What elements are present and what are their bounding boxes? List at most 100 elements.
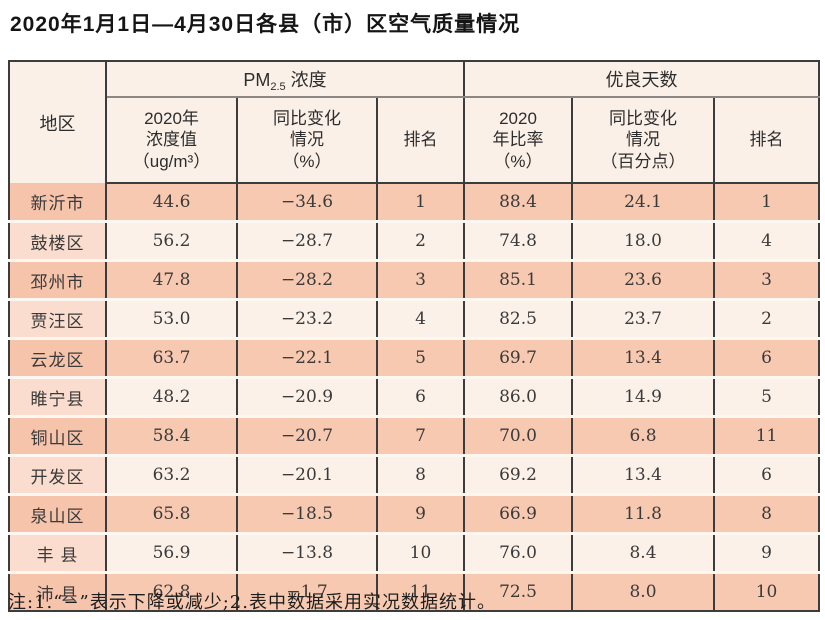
value-cell: 14.9 [571,376,715,417]
value-cell: −20.7 [236,415,378,456]
value-cell: 1 [376,183,465,222]
value-cell: −20.1 [236,454,378,495]
header-pm25-rank: 排名 [376,97,465,184]
value-cell: 11 [376,571,465,611]
value-cell: 44.6 [105,183,238,222]
region-cell: 邳州市 [8,259,107,300]
value-cell: 10 [376,532,465,573]
header-pm25-value: 2020年 浓度值 （ug/m³） [105,97,238,184]
value-cell: 6 [376,376,465,417]
region-cell: 泉山区 [8,493,107,534]
value-cell: 6 [712,337,821,378]
value-cell: 13.4 [571,454,715,495]
value-cell: 1 [712,183,821,222]
table-row: 丰 县 56.9 −13.8 10 76.0 8.4 9 [8,532,821,573]
table-row: 沛 县 62.8 −1.7 11 72.5 8.0 10 [8,571,821,611]
header-group-row: 地区 PM2.5 浓度 优良天数 [8,61,821,183]
value-cell: 3 [376,259,465,300]
region-cell: 睢宁县 [8,376,107,417]
header-pm25-change: 同比变化 情况 （%） [236,97,378,184]
value-cell: 63.2 [105,454,238,495]
value-cell: 56.2 [105,220,238,261]
value-cell: 2 [376,220,465,261]
value-cell: 62.8 [105,571,238,611]
pm25-label: PM [243,69,271,90]
region-cell: 开发区 [8,454,107,495]
value-cell: 48.2 [105,376,238,417]
value-cell: 5 [712,376,821,417]
table-body: 新沂市 44.6 −34.6 1 88.4 24.1 1 鼓楼区 56.2 −28.7 2 74.8 1… [8,183,821,611]
value-cell: 8 [712,493,821,534]
header-gooddays-change: 同比变化 情况 （百分点） [571,97,715,184]
table-row: 贾汪区 53.0 −23.2 4 82.5 23.7 2 [8,298,821,339]
value-cell: 82.5 [463,298,573,339]
value-cell: 69.2 [463,454,573,495]
value-cell: −13.8 [236,532,378,573]
value-cell: 58.4 [105,415,238,456]
value-cell: 8.4 [571,532,715,573]
region-cell: 铜山区 [8,415,107,456]
header-pm25-group: PM2.5 浓度 [105,61,465,98]
value-cell: −1.7 [236,571,378,611]
value-cell: 69.7 [463,337,573,378]
value-cell: 7 [376,415,465,456]
table-header: 地区 PM2.5 浓度 优良天数 2020年 浓度值 （ug/m³） 同比变化 … [8,61,821,184]
value-cell: 10 [712,571,821,611]
value-cell: 4 [712,220,821,261]
header-good-days-group: 优良天数 [462,61,821,98]
region-cell: 沛 县 [8,571,107,611]
header-gooddays-rate: 2020 年比率 （%） [463,97,573,184]
footnote: 注:1.“−”表示下降或减少;2.表中数据采用实况数据统计。 [8,592,496,613]
value-cell: −23.2 [236,298,378,339]
value-cell: 86.0 [463,376,573,417]
value-cell: 70.0 [463,415,573,456]
value-cell: 18.0 [571,220,715,261]
value-cell: −22.1 [236,337,378,378]
table-row: 新沂市 44.6 −34.6 1 88.4 24.1 1 [8,183,821,222]
value-cell: 5 [376,337,465,378]
value-cell: 9 [376,493,465,534]
value-cell: 88.4 [463,183,573,222]
value-cell: 8 [376,454,465,495]
value-cell: 23.6 [571,259,715,300]
pm25-subscript: 2.5 [270,80,286,93]
value-cell: 76.0 [463,532,573,573]
value-cell: 24.1 [571,183,715,222]
value-cell: 3 [712,259,821,300]
table-row: 睢宁县 48.2 −20.9 6 86.0 14.9 5 [8,376,821,417]
value-cell: 4 [376,298,465,339]
table-row: 邳州市 47.8 −28.2 3 85.1 23.6 3 [8,259,821,300]
value-cell: 11 [712,415,821,456]
value-cell: 13.4 [571,337,715,378]
value-cell: 63.7 [105,337,238,378]
value-cell: 9 [712,532,821,573]
header-sub-row: 2020年 浓度值 （ug/m³） 同比变化 情况 （%） 排名 2020 年比… [9,97,821,184]
page-title: 2020年1月1日—4月30日各县（市）区空气质量情况 [10,13,521,36]
value-cell: −34.6 [236,183,378,222]
value-cell: 6 [712,454,821,495]
table-row: 铜山区 58.4 −20.7 7 70.0 6.8 11 [8,415,821,456]
value-cell: 2 [712,298,821,339]
region-cell: 云龙区 [8,337,107,378]
header-gooddays-rank: 排名 [712,97,821,184]
value-cell: 47.8 [105,259,238,300]
air-quality-table: 地区 PM2.5 浓度 优良天数 2020年 浓度值 （ug/m³） 同比变化 … [8,60,821,612]
value-cell: 8.0 [571,571,715,611]
region-cell: 新沂市 [8,183,107,222]
table-row: 泉山区 65.8 −18.5 9 66.9 11.8 8 [8,493,821,534]
value-cell: 72.5 [463,571,573,611]
value-cell: 74.8 [463,220,573,261]
value-cell: −20.9 [236,376,378,417]
value-cell: −28.2 [236,259,378,300]
header-region: 地区 [8,61,107,183]
value-cell: 53.0 [105,298,238,339]
region-cell: 丰 县 [8,532,107,573]
value-cell: 23.7 [571,298,715,339]
pm25-suffix: 浓度 [285,69,327,90]
table-row: 开发区 63.2 −20.1 8 69.2 13.4 6 [8,454,821,495]
value-cell: 56.9 [105,532,238,573]
value-cell: 66.9 [463,493,573,534]
value-cell: 85.1 [463,259,573,300]
value-cell: 65.8 [105,493,238,534]
value-cell: −18.5 [236,493,378,534]
